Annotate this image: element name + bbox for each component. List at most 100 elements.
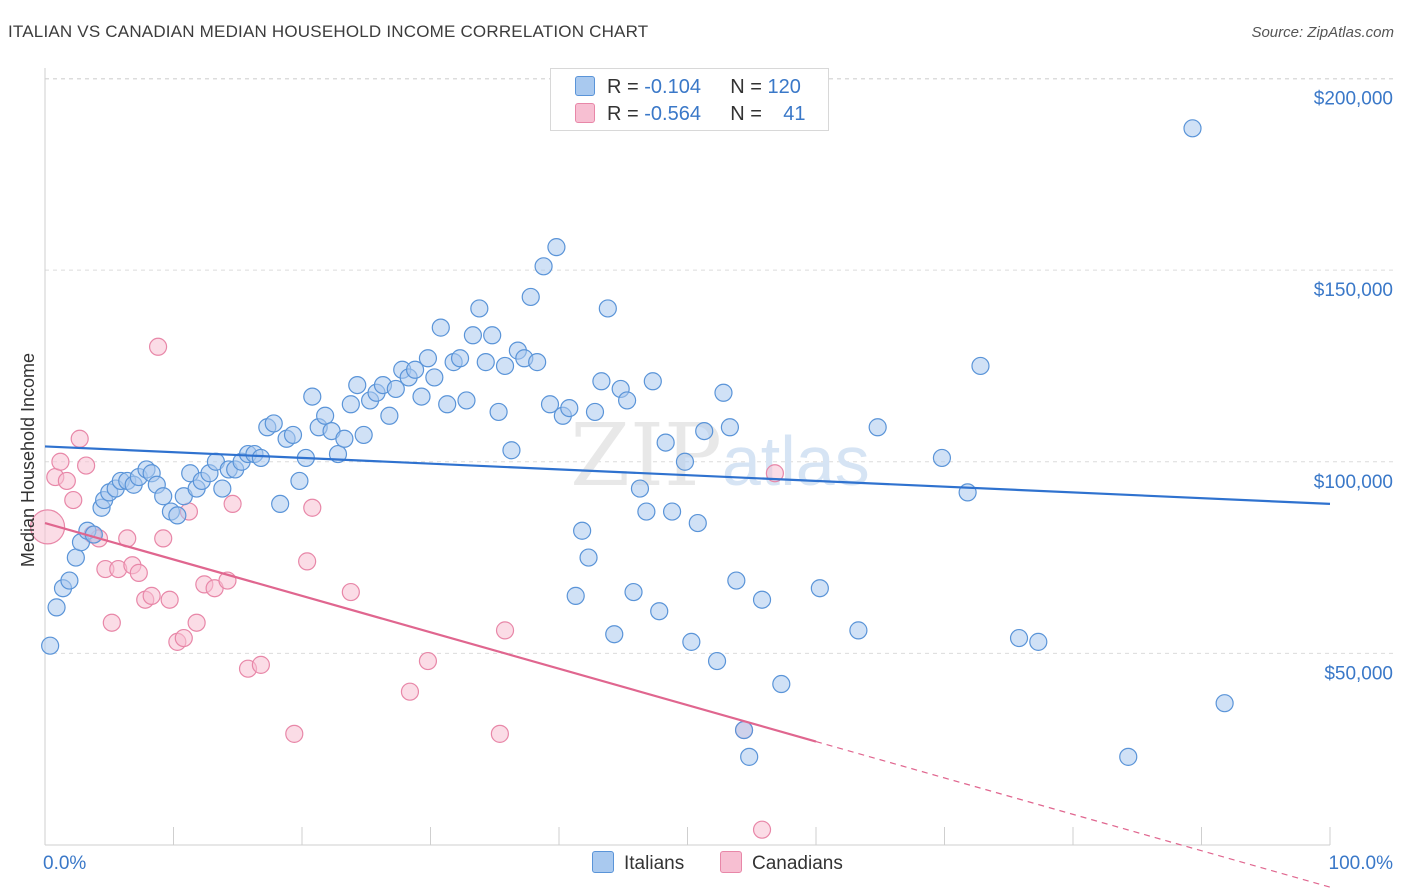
italians-point [650, 602, 669, 621]
italians-point [386, 379, 405, 399]
italians-point [540, 395, 560, 414]
canadians-point [174, 628, 193, 648]
italians-point [470, 299, 489, 318]
canadians-point [102, 613, 121, 632]
italians-point [60, 571, 79, 590]
italians-point [476, 353, 495, 372]
x-tick-label-max: 100.0% [1329, 853, 1394, 874]
italians-point [316, 406, 335, 425]
italians-point [752, 590, 772, 609]
canadians-point [160, 590, 179, 609]
italians-point [637, 502, 656, 521]
italians-point [154, 487, 173, 506]
watermark: ZIPatlas [570, 406, 869, 506]
italians-point [1119, 747, 1138, 766]
italians-point [849, 621, 868, 640]
canadians-point [187, 613, 206, 632]
italians-point [675, 452, 695, 471]
italians-point [303, 387, 322, 406]
italians-point [714, 383, 733, 402]
italians-point [682, 632, 701, 651]
canadians-point [765, 464, 784, 483]
italians-point [335, 429, 354, 448]
italians-point [868, 418, 887, 437]
r-label: R = [607, 103, 639, 125]
y-tick-label: $150,000 [1314, 280, 1393, 301]
italians-point [412, 387, 431, 406]
legend-item-canadians[interactable]: Canadians [720, 851, 843, 875]
italians-point [41, 636, 60, 655]
canadians-point [51, 452, 70, 471]
italians-point [425, 368, 444, 387]
italians-point [734, 720, 754, 740]
italians-point [585, 402, 605, 422]
chart-title: ITALIAN VS CANADIAN MEDIAN HOUSEHOLD INC… [8, 22, 649, 41]
legend-item-italians[interactable]: Italians [592, 851, 684, 875]
gridlines [45, 78, 1395, 654]
canadians-trendline [44, 522, 817, 743]
italians-point [290, 471, 309, 491]
italians-point [1009, 628, 1029, 648]
italians-point [560, 398, 579, 418]
italians-point [547, 238, 566, 257]
italians-point [656, 433, 675, 452]
italians-point [573, 521, 592, 540]
italians-point [521, 287, 540, 307]
canadians-point [64, 490, 83, 510]
correlation-legend: R = -0.104 N = 120 R = -0.564 N = 41 [550, 68, 829, 131]
canadians-point [70, 429, 89, 448]
italians-point [971, 356, 990, 376]
axes [44, 68, 1331, 846]
italians-swatch [575, 76, 595, 96]
italians-point [643, 372, 662, 391]
legend-row-canadians: R = -0.564 N = 41 [575, 103, 806, 125]
canadians-point [142, 586, 161, 605]
italians-point [251, 448, 270, 468]
italians-point [271, 494, 290, 514]
italians-point [341, 395, 360, 414]
italians-point [720, 418, 740, 437]
italians-point [810, 579, 829, 598]
italians-point [431, 318, 450, 337]
italians-point [932, 448, 952, 468]
italians-point [695, 421, 714, 441]
canadians-point [298, 552, 317, 571]
canadians-r-value: -0.564 [644, 103, 701, 125]
canadians-legend-swatch [720, 851, 742, 873]
canadians-point [752, 820, 772, 839]
canadians-point [341, 582, 360, 602]
italians-trendline [44, 445, 1331, 506]
legend-row-italians: R = -0.104 N = 120 [575, 76, 801, 98]
italians-point [483, 326, 502, 345]
italians-point [354, 425, 373, 445]
italians-point [489, 402, 508, 422]
canadians-point [285, 724, 304, 743]
canadians-point [57, 471, 76, 491]
italians-point [688, 513, 707, 533]
italians-point [624, 582, 643, 602]
italians-point [495, 356, 515, 376]
italians-point [618, 391, 637, 410]
italians-point [418, 349, 438, 368]
canadians-n-value: 41 [783, 103, 806, 125]
canadians-legend-label: Canadians [752, 853, 843, 874]
canadians-point [418, 651, 438, 671]
x-tick-label-min: 0.0% [43, 853, 86, 874]
r-label: R = [607, 76, 639, 98]
canadians-point [400, 682, 420, 701]
italians-point [66, 548, 85, 567]
italians-point [566, 586, 585, 605]
italians-point [1029, 632, 1048, 651]
italians-point [438, 395, 457, 414]
italians-point [463, 326, 483, 345]
n-label: N = [730, 103, 762, 125]
y-tick-label: $200,000 [1314, 89, 1393, 110]
italians-n-value: 120 [767, 76, 801, 98]
italians-legend-label: Italians [624, 853, 685, 874]
italians-point [727, 571, 746, 590]
canadians-point [29, 509, 66, 545]
canadians-points [29, 337, 784, 839]
trendlines [44, 445, 1331, 888]
canadians-point [490, 724, 509, 743]
italians-point [528, 353, 547, 372]
